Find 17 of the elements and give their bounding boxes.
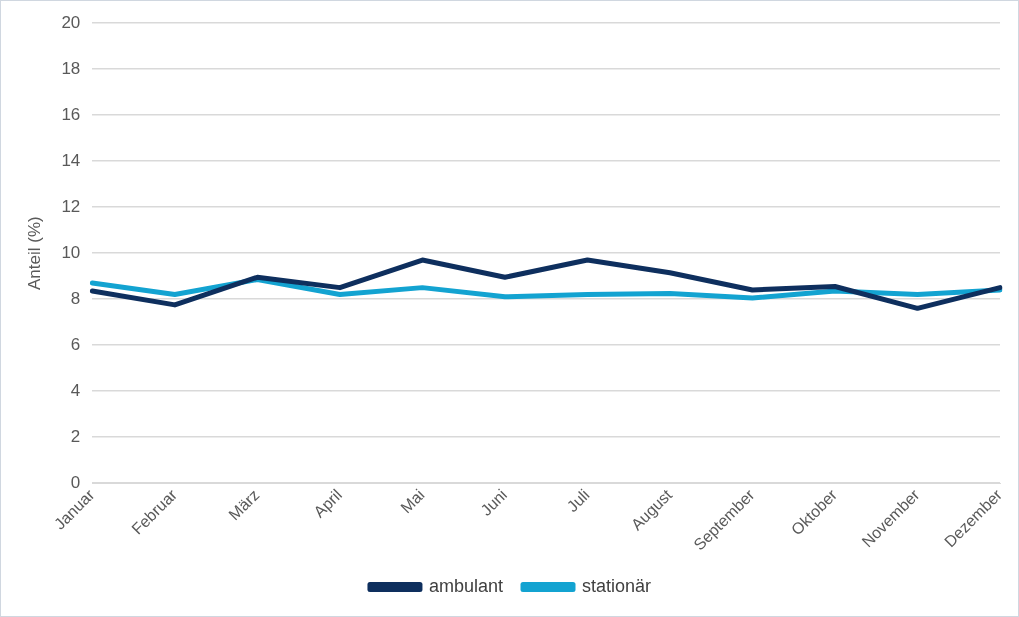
y-tick-label: 12 [61,196,81,216]
y-tick-label: 2 [70,426,81,446]
x-tick-label: Mai [397,486,428,517]
y-tick-label: 10 [61,242,81,262]
y-tick-label: 14 [61,150,81,170]
y-tick-label: 0 [70,472,81,492]
y-tick-label: 16 [61,104,81,124]
legend-label: stationär [582,575,652,596]
y-tick-label: 4 [70,380,81,400]
x-tick-label: Juli [563,486,593,516]
y-axis-title: Anteil (%) [24,216,44,290]
y-tick-label: 6 [70,334,81,354]
legend-label: ambulant [428,575,504,596]
y-tick-label: 8 [70,288,81,308]
x-tick-label: Juni [477,486,511,519]
y-tick-label: 20 [61,12,81,32]
y-tick-label: 18 [61,58,81,78]
